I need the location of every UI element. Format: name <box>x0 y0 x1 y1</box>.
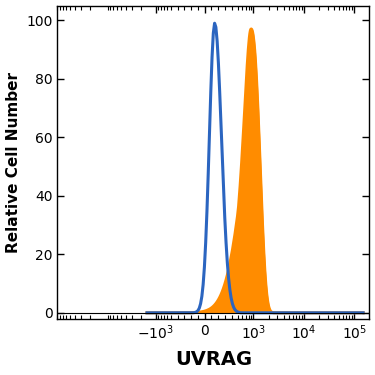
X-axis label: UVRAG: UVRAG <box>175 351 252 369</box>
Y-axis label: Relative Cell Number: Relative Cell Number <box>6 72 21 253</box>
